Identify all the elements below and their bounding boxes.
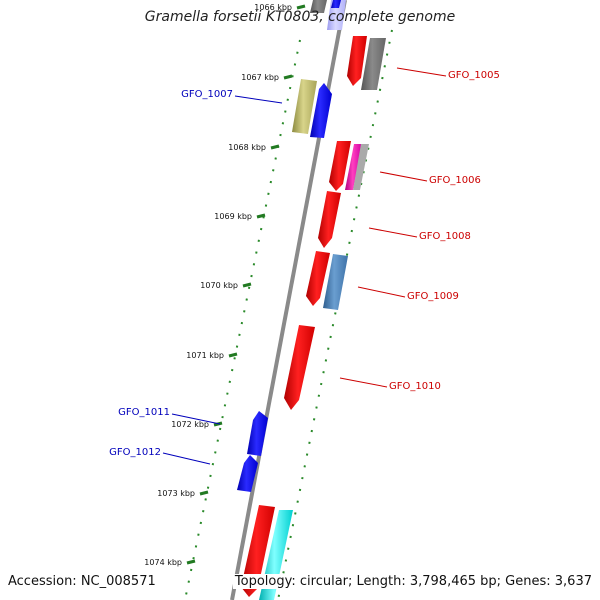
gene-label: GFO_1012: [109, 447, 161, 458]
gene-arrow: [247, 411, 268, 456]
tick-mark: [296, 4, 306, 10]
gene-arrow: [323, 254, 348, 310]
tick-mark: [256, 213, 266, 219]
gene-label-leader: [234, 95, 283, 104]
topology-text: Topology: circular; Length: 3,798,465 bp…: [232, 574, 594, 589]
tick-marks: 1066 kbp 1067 kbp 1068 kbp 1069 kbp 1070 kbp…: [144, 3, 306, 567]
gene-arrow: [318, 191, 341, 248]
tick-mark: [242, 282, 252, 288]
gene-label-leader: [379, 171, 428, 182]
tick-mark: [270, 144, 280, 150]
gene-arrow: [361, 38, 386, 90]
accession-text: Accession: NC_008571: [6, 574, 158, 589]
gene-arrow: [347, 36, 367, 86]
gene-arrow: [345, 144, 362, 190]
gene-label-leader: [339, 377, 388, 388]
tick-label: 1073 kbp: [157, 489, 195, 498]
tick-mark: [283, 74, 293, 80]
gene-arrow: [306, 251, 330, 306]
tick-label: 1072 kbp: [171, 420, 209, 429]
gene-label: GFO_1009: [407, 291, 459, 302]
gene-label: GFO_1006: [429, 175, 481, 186]
gene-labels: GFO_1005 GFO_1006 GFO_1008 GFO_1009 GFO_1010…: [109, 67, 500, 465]
gene-arrow: [353, 144, 369, 190]
gene-label: GFO_1007: [181, 89, 233, 100]
gene-label-leader: [162, 452, 211, 465]
gene-arrow: [331, 0, 341, 8]
gene-label-leader: [357, 286, 406, 298]
tick-label: 1071 kbp: [186, 351, 224, 360]
tick-label: 1066 kbp: [254, 3, 292, 12]
gene-arrows: [237, 0, 386, 600]
gene-label: GFO_1005: [448, 70, 500, 81]
forward-guide-line: [277, 29, 393, 600]
tick-label: 1068 kbp: [228, 143, 266, 152]
map-title: Gramella forsetii KT0803, complete genom…: [144, 9, 456, 25]
gene-label-leader: [171, 413, 221, 425]
gene-label-leader: [368, 227, 418, 238]
tick-mark: [199, 490, 209, 496]
gene-arrow: [310, 83, 332, 138]
gene-label: GFO_1011: [118, 407, 170, 418]
gene-arrow: [237, 455, 258, 492]
tick-mark: [228, 352, 238, 358]
gene-label-leader: [396, 67, 447, 77]
gene-label: GFO_1010: [389, 381, 441, 392]
gene-arrow: [284, 325, 315, 410]
tick-label: 1067 kbp: [241, 73, 279, 82]
gene-label: GFO_1008: [419, 231, 471, 242]
tick-mark: [186, 559, 196, 565]
gene-arrow: [329, 141, 351, 191]
tick-label: 1070 kbp: [200, 281, 238, 290]
gene-arrow: [292, 79, 317, 134]
tick-label: 1069 kbp: [214, 212, 252, 221]
tick-label: 1074 kbp: [144, 558, 182, 567]
gene-arrow: [310, 0, 327, 13]
